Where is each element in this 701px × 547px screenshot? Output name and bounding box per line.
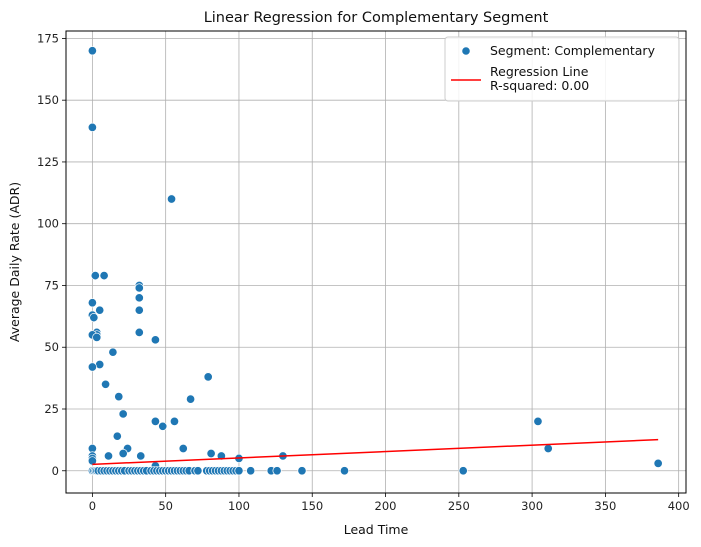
x-tick-label: 150: [301, 499, 323, 513]
x-axis: 0 50 100 150 200 250 300 350 400: [89, 493, 690, 513]
scatter-point: [103, 451, 114, 461]
scatter-point: [134, 293, 144, 303]
y-tick-label: 150: [37, 93, 59, 107]
scatter-point: [118, 448, 128, 459]
x-tick-label: 100: [228, 499, 250, 513]
scatter-point: [246, 466, 256, 476]
y-tick-label: 125: [37, 155, 59, 169]
y-tick-label: 75: [44, 278, 59, 292]
scatter-point: [112, 431, 122, 441]
scatter-point: [297, 466, 307, 476]
scatter-point: [543, 443, 553, 454]
scatter-point: [134, 327, 144, 337]
y-axis-label: Average Daily Rate (ADR): [7, 182, 22, 342]
scatter-point: [653, 458, 663, 468]
scatter-point: [87, 362, 97, 372]
x-tick-label: 0: [89, 499, 96, 513]
scatter-point: [339, 466, 350, 476]
scatter-point: [87, 122, 97, 132]
scatter-point: [206, 448, 216, 459]
scatter-point: [92, 332, 102, 342]
x-tick-label: 250: [448, 499, 470, 513]
x-tick-label: 350: [594, 499, 616, 513]
x-axis-label: Lead Time: [344, 522, 409, 537]
scatter-point: [158, 421, 168, 431]
scatter-point: [114, 392, 124, 402]
x-tick-label: 300: [521, 499, 543, 513]
scatter-point: [95, 305, 105, 315]
scatter-point: [533, 416, 543, 426]
scatter-point: [134, 283, 144, 293]
y-tick-label: 175: [37, 31, 59, 45]
y-tick-label: 100: [37, 217, 59, 231]
scatter-point: [203, 372, 213, 382]
y-tick-label: 0: [52, 464, 59, 478]
scatter-point: [90, 271, 100, 281]
y-tick-label: 25: [44, 402, 59, 416]
legend: Segment: Complementary Regression Line R…: [444, 36, 680, 102]
y-axis: 0 25 50 75 100 125 150 175: [37, 31, 66, 478]
scatter-point: [169, 416, 180, 426]
scatter-point: [108, 347, 118, 357]
scatter-point: [87, 456, 97, 466]
scatter-point: [234, 466, 244, 476]
x-tick-label: 200: [375, 499, 397, 513]
regression-line: [92, 438, 659, 466]
x-tick-label: 400: [668, 499, 690, 513]
scatter-point: [150, 416, 160, 426]
scatter-point: [118, 409, 128, 419]
legend-frame: [444, 36, 680, 102]
axes-frame: [65, 30, 687, 494]
scatter-point: [136, 451, 146, 461]
legend-label-regression-line2: R-squared: 0.00: [490, 78, 589, 93]
scatter-point: [134, 305, 144, 315]
scatter-point: [87, 298, 97, 308]
scatter-point: [87, 46, 97, 56]
legend-scatter-marker: [461, 46, 471, 56]
grid-lines: [66, 31, 686, 493]
legend-label-regression: Regression Line R-squared: 0.00: [490, 64, 592, 93]
plot-area: [87, 46, 663, 476]
scatter-point: [186, 394, 196, 404]
scatter-point: [178, 443, 188, 454]
scatter-point: [89, 313, 99, 323]
scatter-point: [150, 335, 160, 345]
chart-title: Linear Regression for Complementary Segm…: [204, 10, 549, 26]
scatter-point: [458, 466, 468, 476]
legend-label-regression-line1: Regression Line: [490, 64, 589, 79]
scatter-point: [99, 271, 109, 281]
legend-label-scatter: Segment: Complementary: [490, 43, 656, 58]
scatter-point: [193, 466, 203, 476]
scatter-point: [101, 379, 111, 389]
scatter-point: [272, 466, 282, 476]
y-tick-label: 50: [44, 340, 59, 354]
x-tick-label: 50: [158, 499, 173, 513]
scatter-point: [166, 194, 177, 204]
